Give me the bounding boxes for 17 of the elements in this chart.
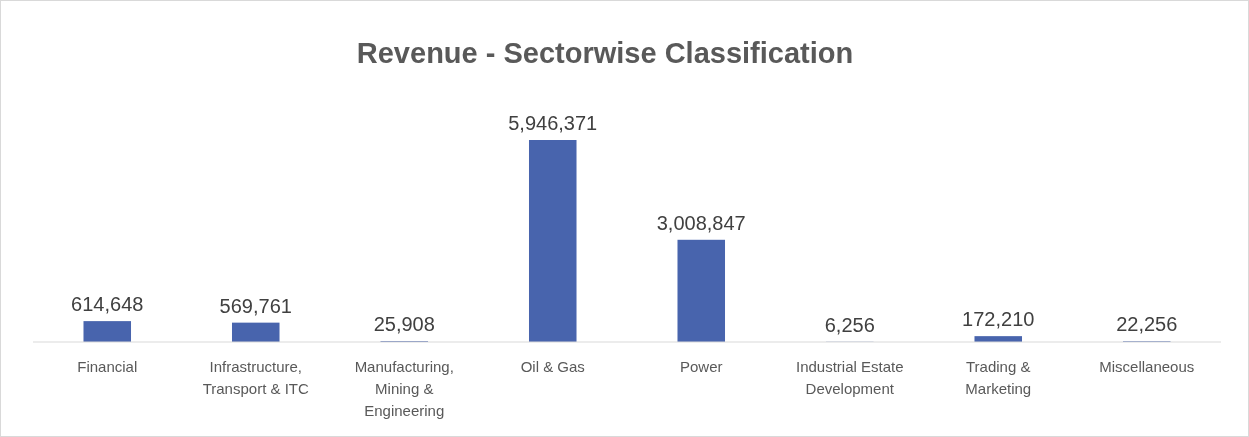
data-label: 569,761	[219, 294, 292, 317]
data-label: 25,908	[373, 313, 435, 336]
x-tick-label: Oil & Gas	[520, 358, 585, 375]
x-tick-label: Financial	[77, 358, 138, 375]
data-label: 6,256	[824, 313, 875, 336]
x-tick-label: Miscellaneous	[1099, 358, 1195, 375]
data-label: 5,946,371	[508, 112, 598, 134]
x-tick-label: Infrastructure, Transport & ITC	[202, 358, 309, 397]
x-tick-label: Power	[679, 358, 723, 375]
x-tick-label: Manufacturing, Mining & Engineering	[354, 358, 454, 419]
data-label: 614,648	[71, 293, 144, 316]
data-label: 3,008,847	[656, 211, 746, 234]
chart-title: Revenue - Sectorwise Classification	[356, 37, 854, 69]
x-tick-label: Industrial Estate Development	[795, 358, 904, 397]
x-tick-label: Trading & Marketing	[965, 358, 1032, 397]
data-label: 172,210	[962, 308, 1035, 331]
data-label: 22,256	[1116, 313, 1178, 336]
